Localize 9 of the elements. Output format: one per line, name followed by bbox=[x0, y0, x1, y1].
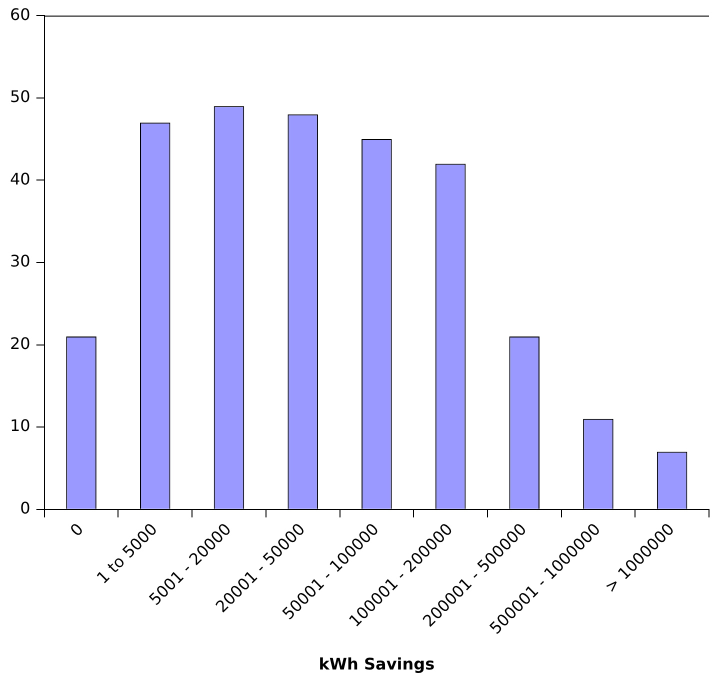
y-tick-label: 60 bbox=[10, 4, 30, 24]
y-tick-label: 0 bbox=[20, 498, 30, 518]
y-tick-label: 10 bbox=[10, 416, 30, 436]
y-tick-label: 30 bbox=[10, 252, 30, 271]
x-axis-title: kWh Savings bbox=[318, 654, 435, 674]
y-tick-label: 40 bbox=[10, 169, 30, 188]
x-tick-label: 0 bbox=[66, 519, 88, 540]
y-tick-label: 20 bbox=[10, 334, 30, 353]
y-tick-label: 50 bbox=[10, 87, 30, 106]
